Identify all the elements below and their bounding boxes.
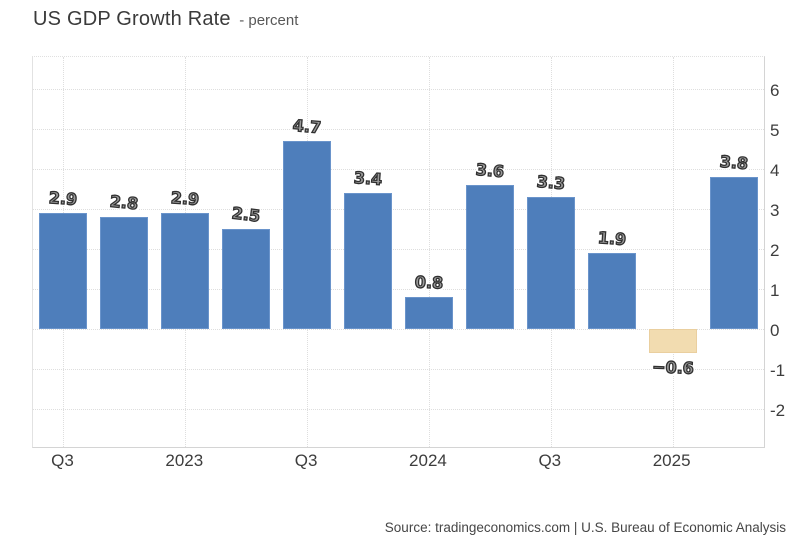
gdp-bar[interactable] (648, 329, 697, 353)
gridline-horizontal (33, 329, 764, 330)
source-suffix: | U.S. Bureau of Economic Analysis (570, 520, 786, 535)
x-axis-tick-label: 2023 (165, 451, 204, 470)
gdp-bar[interactable] (709, 177, 758, 329)
bar-value-label: 0.8 (414, 272, 444, 293)
x-axis-tick-label: 2024 (409, 451, 447, 470)
chart-header: US GDP Growth Rate - percent (33, 8, 298, 31)
x-axis-tick-label: Q3 (538, 451, 562, 470)
bar-value-label: 4.7 (292, 115, 323, 138)
gdp-bar[interactable] (587, 253, 636, 329)
gridline-horizontal (33, 369, 764, 370)
bar-value-label: −0.6 (651, 357, 695, 379)
gridline-vertical (428, 57, 430, 447)
y-axis-tick-label: 1 (770, 281, 780, 300)
x-axis-tick-label: Q3 (294, 451, 318, 470)
gdp-bar[interactable] (344, 193, 393, 329)
gridline-horizontal (33, 409, 764, 410)
x-axis-tick-label: Q3 (51, 451, 74, 470)
gridline-horizontal (33, 169, 764, 170)
bar-value-label: 1.9 (596, 227, 627, 249)
gdp-bar[interactable] (404, 297, 453, 329)
y-axis-tick-label: 5 (770, 121, 780, 140)
gdp-bar[interactable] (100, 217, 149, 329)
gdp-bar[interactable] (526, 197, 575, 329)
y-axis-tick-label: 3 (770, 201, 780, 220)
gdp-bar[interactable] (222, 229, 271, 329)
chart-subtitle: - percent (239, 12, 299, 29)
gridline-vertical (672, 57, 674, 447)
gdp-bar[interactable] (161, 213, 210, 329)
gridline-horizontal (33, 209, 764, 210)
y-axis-tick-label: -1 (770, 361, 786, 380)
gridline-horizontal (33, 289, 764, 290)
gdp-bar[interactable] (39, 213, 88, 329)
gdp-bar[interactable] (465, 185, 514, 329)
bar-value-label: 2.5 (230, 203, 262, 227)
y-axis-tick-label: 4 (770, 161, 780, 180)
x-axis-tick-label: 2025 (652, 451, 691, 470)
y-axis-tick-label: 6 (770, 81, 780, 100)
gridline-horizontal (33, 129, 764, 130)
y-axis-tick-label: 2 (770, 241, 780, 260)
gridline-horizontal (33, 249, 764, 250)
bar-value-label: 3.8 (718, 151, 749, 174)
y-axis-tick-label: -2 (770, 401, 786, 420)
chart-title: US GDP Growth Rate (33, 8, 231, 30)
source-line: Source: tradingeconomics.com | U.S. Bure… (385, 520, 786, 535)
plot-area: 2.9 2.8 2.9 2.5 4.7 3.4 0.8 3.6 3.3 1.9 −0.6 3.8 (32, 56, 765, 448)
bar-value-label: 3.3 (535, 171, 566, 194)
gdp-bar[interactable] (283, 141, 332, 329)
source-prefix: Source: (384, 520, 436, 535)
y-axis-tick-label: 0 (770, 321, 780, 340)
source-link[interactable]: tradingeconomics.com (435, 520, 571, 535)
gridline-horizontal (33, 89, 764, 90)
